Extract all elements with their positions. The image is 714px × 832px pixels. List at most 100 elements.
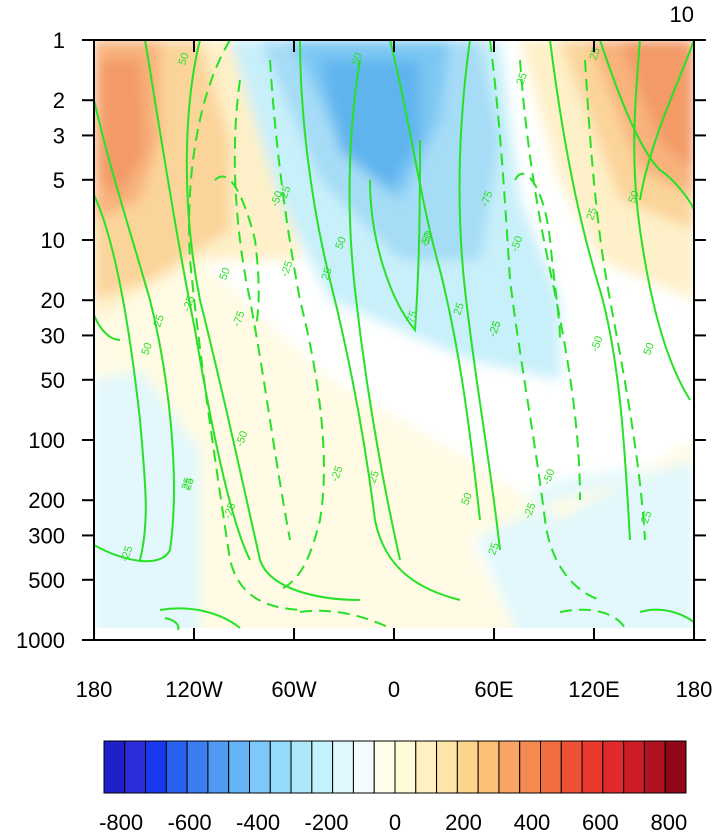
- x-tick-label: 0: [388, 677, 400, 702]
- y-tick-label: 500: [28, 568, 65, 593]
- y-tick-label: 10: [41, 228, 65, 253]
- colorbar-box: [332, 740, 354, 794]
- contour-solid: [94, 99, 175, 563]
- colorbar-box: [664, 740, 687, 794]
- contour-label: -25: [119, 544, 136, 563]
- contour-label: 50: [419, 231, 434, 247]
- shading-layer: [94, 40, 694, 640]
- y-tick-label: 50: [41, 368, 65, 393]
- contour-surface: [559, 608, 626, 629]
- contour-solid: [639, 40, 694, 201]
- contour-label: 25: [319, 266, 334, 282]
- contour-dashed: [188, 40, 301, 611]
- colorbar-label: -400: [236, 810, 280, 832]
- y-tick-label: 30: [41, 323, 65, 348]
- contour-surface: [299, 609, 391, 629]
- colorbar-box: [311, 740, 334, 794]
- contour-layer: [94, 40, 694, 631]
- colorbar-box: [373, 740, 396, 794]
- contour-dashed: [214, 175, 260, 331]
- colorbar-box: [477, 740, 500, 794]
- x-tick-label: 60W: [271, 677, 316, 702]
- x-tick-label: 180: [676, 677, 713, 702]
- contour-label: -25: [329, 464, 346, 483]
- x-tick-label: 120W: [165, 677, 223, 702]
- shade-neg-center-4: [320, 60, 420, 190]
- x-tick-label: 60E: [474, 677, 513, 702]
- contour-dashed: [269, 59, 325, 591]
- y-tick-label: 20: [41, 288, 65, 313]
- contour-label: -75: [479, 189, 496, 208]
- contour-solid: [549, 40, 631, 541]
- contour-label: -50: [509, 234, 526, 253]
- contour-solid: [94, 314, 121, 341]
- y-axis: 1 2 3 5 10 20 30 50 100 200 300 500 1000: [16, 28, 706, 653]
- contour-solid: [599, 40, 694, 211]
- y-tick-label: 3: [53, 123, 65, 148]
- contour-label: 25: [451, 301, 466, 317]
- contour-label: 50: [626, 189, 641, 205]
- contour-label: 25: [366, 469, 381, 485]
- contour-label: -50: [269, 189, 286, 208]
- contour-solid: [348, 59, 401, 561]
- contour-surface: [639, 608, 694, 623]
- contour-label: -25: [487, 319, 504, 338]
- contour-label: 25: [486, 541, 501, 557]
- colorbar-box: [103, 740, 126, 794]
- contour-solid: [94, 194, 147, 561]
- contour-label: -25: [522, 501, 539, 520]
- contour-label: -25: [222, 501, 239, 520]
- colorbar-box: [498, 740, 521, 794]
- contour-label: -50: [234, 429, 251, 448]
- x-axis: 180 120W 60W 0 60E 120E 180: [76, 40, 713, 702]
- colorbar-box: [623, 740, 645, 794]
- shade-neg-low-west: [94, 370, 200, 640]
- colorbar-box: [228, 740, 250, 794]
- contour-solid: [144, 40, 251, 561]
- contour-label: 50: [459, 491, 474, 507]
- y-tick-label: 300: [28, 523, 65, 548]
- y-tick-label: 5: [53, 168, 65, 193]
- contour-label: 50: [176, 51, 191, 67]
- colorbar-box: [436, 740, 458, 794]
- contour-label: 50: [139, 341, 154, 357]
- colorbar-box: [186, 740, 209, 794]
- y-tick-label: 2: [53, 88, 65, 113]
- contour-label: 25: [584, 206, 599, 222]
- contour-label: 25: [179, 476, 194, 492]
- y-tick-label: 100: [28, 428, 65, 453]
- contour-label: -25: [487, 319, 504, 338]
- contour-dashed: [514, 172, 561, 341]
- colorbar-box: [207, 740, 230, 794]
- contour-label: 50: [349, 51, 364, 67]
- colorbar-box: [519, 740, 542, 794]
- contour-label: -25: [277, 184, 294, 203]
- shade-pos-upper-east-4: [620, 40, 694, 170]
- colorbar-label: -800: [99, 810, 143, 832]
- contour-solid: [458, 40, 501, 551]
- contour-solid: [185, 40, 361, 601]
- contour-label: -50: [419, 229, 436, 248]
- contour-label-layer: 50 50 25-50-25-25-752550-5025-25-255025-50…: [119, 46, 657, 563]
- colorbar-box: [290, 740, 313, 794]
- contour-label: 50: [641, 341, 656, 357]
- contour-label: 75: [404, 309, 419, 325]
- colorbar-box: [269, 740, 292, 794]
- panel-number: 10: [670, 2, 694, 27]
- colorbar-box: [643, 740, 666, 794]
- contour-label: 25: [514, 71, 529, 87]
- colorbar-box: [560, 740, 583, 794]
- colorbar-box: [249, 740, 271, 794]
- colorbar-label: 0: [389, 810, 401, 832]
- contour-label: 25: [181, 476, 196, 492]
- colorbar-box: [415, 740, 438, 794]
- contour-label: -25: [638, 509, 655, 528]
- contour-label: -25: [279, 259, 296, 278]
- colorbar-label: 400: [514, 810, 551, 832]
- y-tick-label: 1000: [16, 628, 65, 653]
- x-tick-label: 180: [76, 677, 113, 702]
- y-tick-label: 1: [53, 28, 65, 53]
- colorbar: -800 -600 -400 -200 0 200 400 600 800: [99, 740, 687, 832]
- contour-label: 25: [587, 46, 602, 62]
- x-tick-label: 120E: [568, 677, 619, 702]
